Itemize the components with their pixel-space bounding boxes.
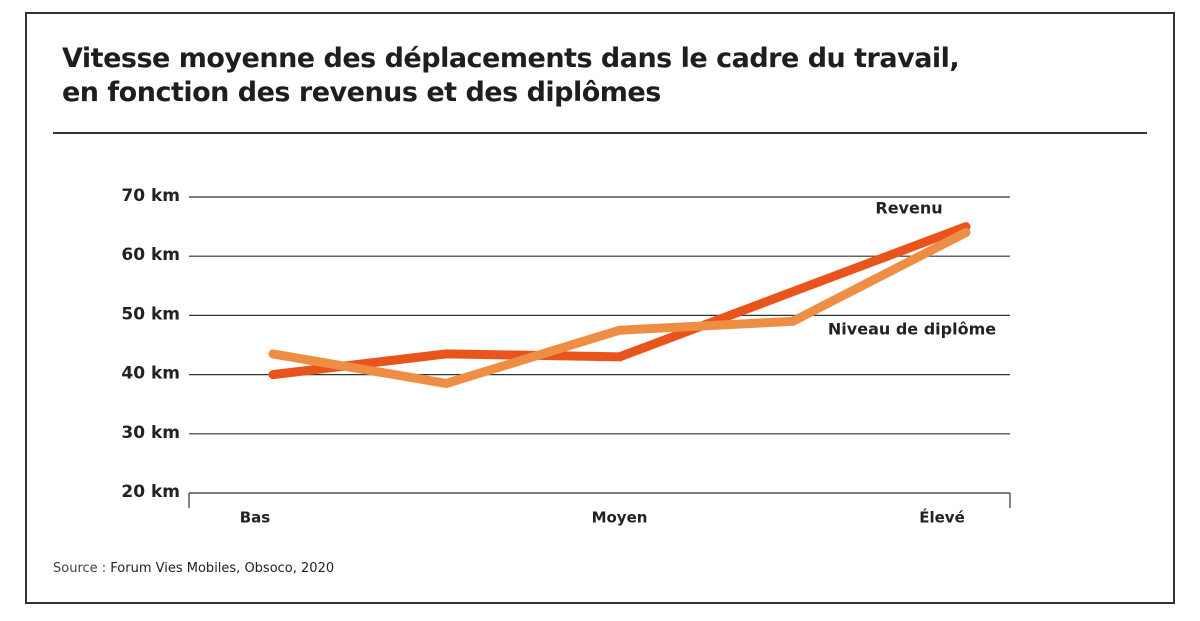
series-line-revenu <box>268 222 971 380</box>
chart-title: Vitesse moyenne des déplacements dans le… <box>62 42 960 110</box>
x-tick-label: Élevé <box>919 508 965 527</box>
x-tick-label: Moyen <box>592 509 648 527</box>
series-line-niveau-de-diplome <box>268 228 971 389</box>
y-tick-label: 70 km <box>121 186 180 206</box>
y-tick-label: 20 km <box>121 482 180 502</box>
y-tick-label: 30 km <box>121 423 180 443</box>
source-note: Source : Forum Vies Mobiles, Obsoco, 202… <box>53 561 334 576</box>
y-tick-label: 60 km <box>121 245 180 265</box>
source-prefix: Source : <box>53 561 111 576</box>
chart-title-line-2: en fonction des revenus et des diplômes <box>62 77 661 108</box>
y-tick-label: 50 km <box>121 304 180 324</box>
series-label-revenu: Revenu <box>875 199 942 218</box>
series-label-niveau-de-diplome: Niveau de diplôme <box>828 320 996 339</box>
source-text: Forum Vies Mobiles, Obsoco, 2020 <box>110 561 335 576</box>
chart-frame <box>25 12 1175 604</box>
title-divider <box>53 132 1147 134</box>
chart-title-line-1: Vitesse moyenne des déplacements dans le… <box>62 43 960 74</box>
x-tick-label: Bas <box>240 509 271 527</box>
y-tick-label: 40 km <box>121 364 180 384</box>
